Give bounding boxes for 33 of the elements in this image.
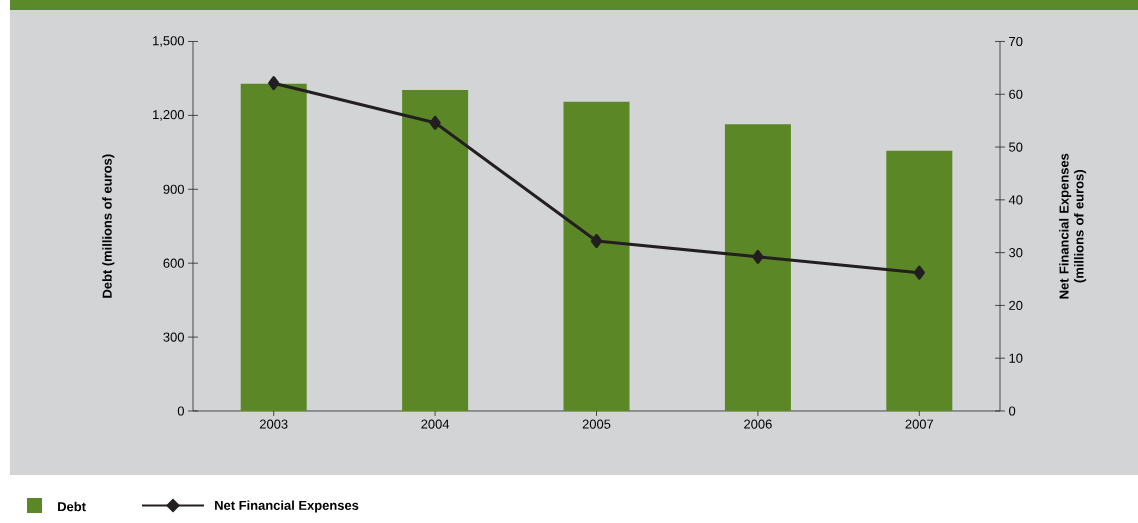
y-tick-label: 1,500 bbox=[153, 36, 184, 47]
y-axis-title: Debt (millions of euros) bbox=[102, 154, 115, 298]
y2-tick-label: 30 bbox=[1009, 248, 1023, 258]
bar bbox=[724, 124, 791, 411]
legend-label: Debt bbox=[58, 501, 86, 512]
y2-tick-label: 20 bbox=[1009, 300, 1023, 310]
x-tick-label: 2006 bbox=[744, 419, 772, 429]
y2-tick-label: 40 bbox=[1008, 195, 1023, 205]
y2-tick-label: 0 bbox=[1009, 406, 1016, 416]
y2-tick-label: 60 bbox=[1009, 89, 1023, 99]
point bbox=[752, 249, 764, 264]
bar bbox=[402, 90, 469, 411]
legend-label: Net Financial Expenses bbox=[215, 500, 359, 513]
point bbox=[268, 76, 280, 91]
x-tick-label: 2003 bbox=[259, 419, 288, 429]
y-tick-label: 1,200 bbox=[153, 110, 184, 121]
y-tick-label: 600 bbox=[163, 258, 184, 268]
x-tick-label: 2007 bbox=[905, 419, 934, 429]
x-tick-label: 2005 bbox=[582, 419, 611, 429]
bar bbox=[886, 150, 953, 411]
x-tick-label: 2004 bbox=[421, 419, 450, 429]
y2-tick-label: 50 bbox=[1009, 142, 1023, 152]
bar bbox=[240, 83, 307, 411]
point bbox=[429, 115, 441, 130]
y2-tick-label: 70 bbox=[1009, 36, 1023, 47]
y-tick-label: 900 bbox=[163, 184, 184, 194]
bar bbox=[563, 101, 630, 411]
y-tick-label: 0 bbox=[177, 406, 184, 416]
y-tick-label: 300 bbox=[163, 332, 184, 342]
point bbox=[913, 265, 925, 280]
y2-tick-label: 10 bbox=[1009, 353, 1023, 363]
y2-axis-title: Net Financial Expenses (millions of euros) bbox=[1059, 153, 1087, 299]
point bbox=[590, 234, 603, 249]
